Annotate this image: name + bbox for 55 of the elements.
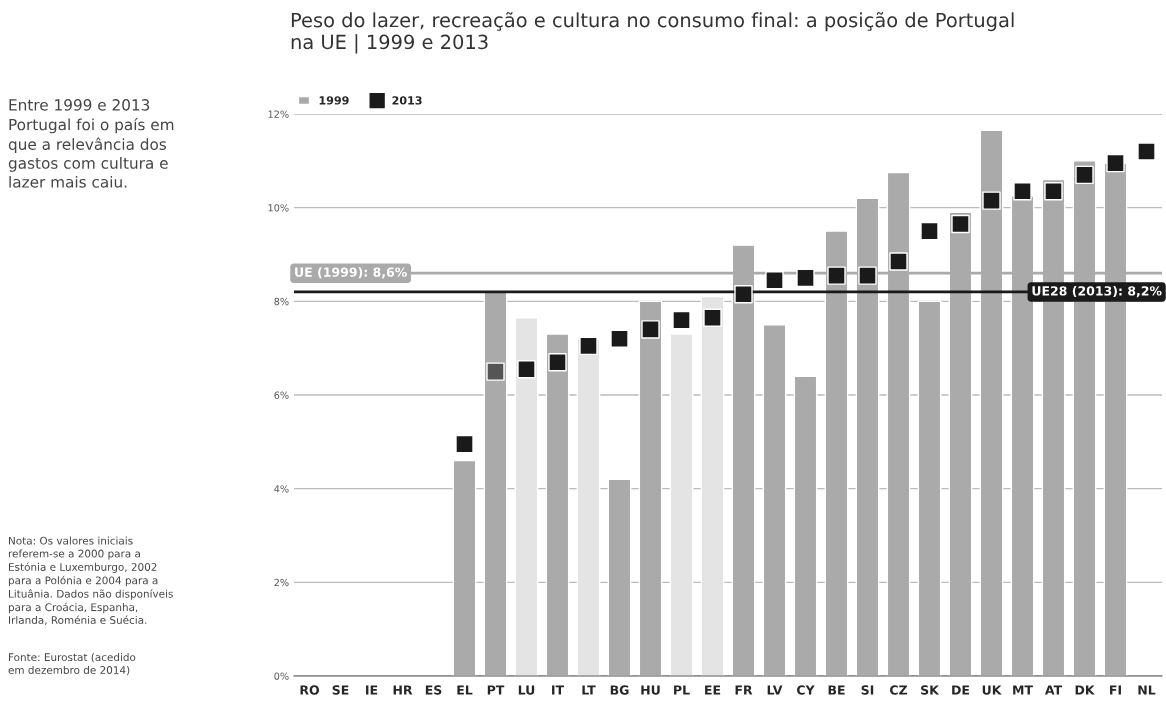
x-tick-label: AT — [1044, 685, 1063, 695]
x-tick-label: SK — [921, 685, 940, 695]
bar — [545, 333, 570, 676]
x-tick-label: HR — [393, 685, 413, 695]
x-tick-label: FR — [735, 685, 753, 695]
x-tick-label: ES — [425, 685, 442, 695]
y-tick-label: 10% — [268, 204, 289, 212]
bar — [917, 300, 942, 676]
x-tick-label: DK — [1075, 685, 1095, 695]
y-tick-label: 12% — [268, 110, 289, 118]
legend-label: 1999 — [319, 96, 349, 105]
legend-label: 2013 — [392, 96, 422, 105]
bar — [669, 333, 694, 676]
x-tick-label: CZ — [890, 685, 908, 695]
x-tick-label: MT — [1013, 685, 1033, 695]
bar — [762, 324, 787, 676]
bar — [514, 317, 539, 676]
y-tick-label: 0% — [274, 672, 289, 680]
bar — [700, 295, 725, 676]
x-tick-label: BE — [828, 685, 845, 695]
x-tick-label: FI — [1110, 685, 1121, 695]
bar — [638, 300, 663, 676]
text: Nota: Os valores iniciais referem-se a 2000 para a Estónia e Luxemburgo, 2002 para a Polónia e 2004 para a Lituânia. Dados não disponíveis para a Croácia, Espanha, Irlanda, Roménia e Suécia. — [8, 536, 173, 626]
x-tick-label: CY — [797, 685, 815, 695]
x-tick-label: IE — [366, 685, 378, 695]
bar — [576, 338, 601, 676]
x-tick-label: NL — [1138, 685, 1156, 695]
x-tick-label: LT — [582, 685, 596, 695]
bar — [483, 291, 508, 676]
x-tick-label: PT — [487, 685, 505, 695]
x-tick-label: LV — [767, 685, 783, 695]
y-tick-label: 2% — [274, 578, 289, 587]
source-note: Fonte: Eurostat (acedido em dezembro de 2014) — [8, 653, 136, 676]
x-tick-label: SE — [332, 685, 349, 695]
x-tick-label: LU — [518, 685, 535, 695]
y-tick-label: 4% — [274, 485, 289, 493]
chart-title: Peso do lazer, recreação e cultura no consumo final: a posição de Portugal na UE | 1999 e 2013 — [291, 12, 1014, 54]
x-tick-label: BG — [610, 685, 629, 695]
x-tick-label: UK — [982, 685, 1002, 695]
bar — [607, 478, 632, 676]
x-tick-label: DE — [952, 685, 970, 695]
x-tick-label: IT — [552, 685, 565, 695]
x-tick-label: PL — [674, 685, 690, 695]
bar — [452, 459, 477, 676]
x-tick-label: SI — [861, 685, 874, 695]
x-tick-label: EE — [705, 685, 721, 695]
x-tick-label: EL — [457, 685, 473, 695]
text: Entre 1999 e 2013 Portugal foi o país em que a relevância dos gastos com cultura e lazer mais caiu. — [8, 99, 174, 188]
x-tick-label: HU — [641, 685, 660, 695]
y-tick-label: 8% — [274, 297, 289, 306]
ref-line-label: UE28 (2013): 8,2% — [1032, 285, 1162, 298]
bar — [793, 375, 818, 676]
y-tick-label: 6% — [274, 391, 289, 399]
x-tick-label: RO — [300, 685, 319, 695]
ref-line-label: UE (1999): 8,6% — [295, 267, 407, 279]
